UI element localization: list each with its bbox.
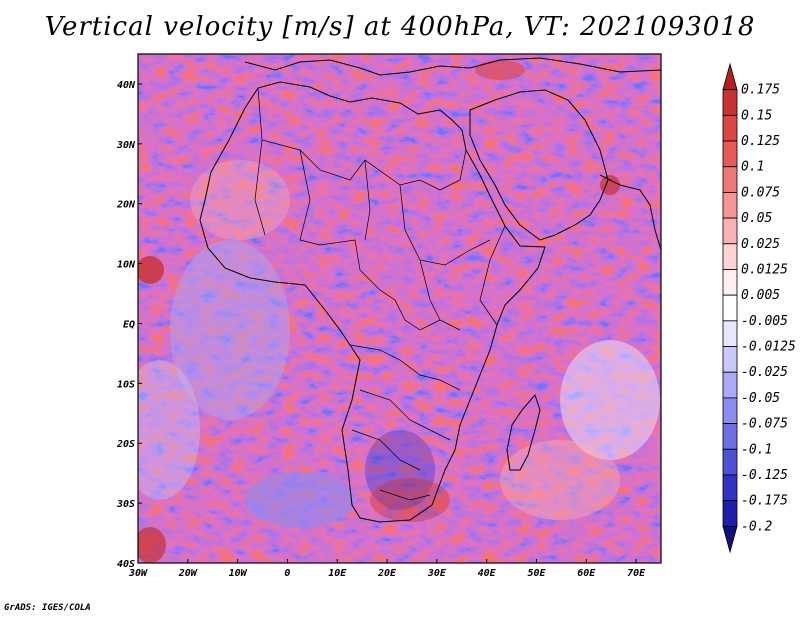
colorbar-swatch — [722, 243, 738, 270]
colorbar-swatch — [722, 320, 738, 347]
colorbar-swatch — [722, 140, 738, 168]
colorbar-label: -0.175 — [741, 494, 788, 509]
colorbar-label: 0.005 — [741, 288, 780, 303]
lat-tick-label: 40N — [117, 80, 136, 91]
lat-tick-label: 30S — [116, 499, 135, 510]
colorbar-swatch — [722, 217, 738, 245]
lat-tick-label: 10N — [117, 260, 136, 271]
colorbar-label: 0.175 — [741, 83, 780, 98]
lat-tick-label: 30N — [116, 140, 136, 151]
lat-tick-label: 10S — [117, 379, 135, 390]
lon-tick-label: 20W — [178, 568, 198, 579]
colorbar-swatch — [722, 474, 738, 502]
colorbar-swatch — [722, 448, 738, 476]
colorbar-swatch — [722, 269, 738, 296]
colorbar-label: -0.005 — [741, 314, 788, 329]
india-coastline — [599, 174, 661, 251]
colorbar-label: -0.0125 — [741, 340, 796, 355]
colorbar-label: -0.2 — [741, 519, 772, 534]
colorbar-swatch — [722, 525, 738, 554]
colorbar-label: 0.15 — [741, 108, 772, 123]
colorbar-label: -0.125 — [741, 468, 788, 483]
colorbar-label: 0.0125 — [741, 262, 788, 277]
lon-tick-label: 50E — [527, 568, 546, 579]
country-borders — [254, 87, 506, 501]
lat-tick-label: 20S — [116, 439, 135, 450]
lon-tick-label: 10W — [229, 568, 248, 579]
colorbar: 0.175 0.15 0.125 0.1 0.075 0.05 0.025 0.0125 0.0… — [722, 62, 796, 554]
colorbar-swatch — [722, 500, 738, 527]
longitude-axis: 30W 20W 10W 0 10E 20E 30E 40E 50E 60E 70E — [128, 559, 646, 579]
lon-tick-label: 60E — [577, 568, 596, 579]
colorbar-label: -0.1 — [741, 442, 772, 457]
colorbar-swatch — [722, 114, 738, 142]
colorbar-swatch — [722, 371, 738, 399]
colorbar-label: 0.05 — [741, 211, 772, 226]
lon-tick-label: 20E — [377, 568, 397, 579]
colorbar-label: 0.125 — [741, 134, 780, 149]
lon-tick-label: 40E — [478, 568, 497, 579]
map-frame — [137, 53, 662, 564]
vertical-velocity-field — [138, 54, 661, 563]
europe-coastline — [244, 57, 661, 76]
lat-tick-label: EQ — [123, 319, 135, 330]
africa-coastline — [199, 81, 546, 523]
credit-label: GrADS: IGES/COLA — [4, 603, 91, 613]
lat-tick-label: 20N — [116, 200, 136, 211]
lon-tick-label: 30E — [427, 568, 447, 579]
colorbar-swatch — [722, 423, 738, 450]
colorbar-swatch — [722, 89, 738, 116]
colorbar-swatch — [722, 192, 738, 219]
lon-tick-label: 70E — [627, 568, 646, 579]
colorbar-label: -0.05 — [741, 391, 780, 406]
colorbar-swatch — [722, 346, 738, 373]
latitude-axis: 40N 30N 20N 10N EQ 10S 20S 30S 40S — [116, 80, 142, 570]
colorbar-label: 0.025 — [741, 237, 780, 252]
colorbar-swatch — [722, 166, 738, 193]
madagascar-coastline — [506, 394, 541, 471]
lon-tick-label: 0 — [284, 568, 290, 579]
colorbar-label: -0.025 — [741, 365, 788, 380]
colorbar-swatch — [722, 62, 738, 91]
colorbar-swatch — [722, 397, 738, 424]
lon-tick-label: 10E — [328, 568, 347, 579]
coastlines-and-borders — [199, 57, 661, 523]
colorbar-label: 0.075 — [741, 185, 780, 200]
lat-tick-label: 40S — [117, 559, 135, 570]
arabia-coastline — [469, 89, 609, 241]
colorbar-label: 0.1 — [741, 160, 764, 175]
chart-title: Vertical velocity [m/s] at 400hPa, VT: 2… — [44, 12, 756, 42]
lon-tick-label: 30W — [128, 568, 148, 579]
colorbar-label: -0.075 — [741, 417, 788, 432]
colorbar-swatch — [722, 294, 738, 322]
